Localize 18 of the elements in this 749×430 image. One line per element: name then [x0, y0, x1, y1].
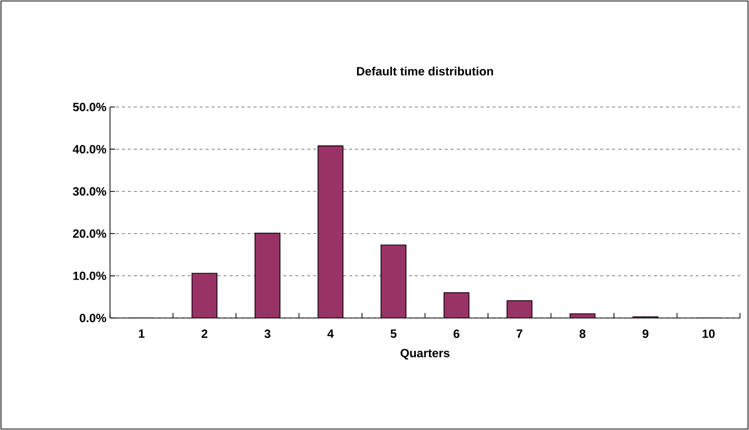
y-tick-label: 0.0% — [80, 314, 106, 322]
y-tick-label: 40.0% — [72, 144, 106, 154]
x-axis-title: Quarters — [400, 348, 450, 360]
y-tick-label: 30.0% — [72, 187, 106, 196]
x-tick-label: 3 — [264, 330, 270, 338]
x-tick-label: 2 — [202, 330, 208, 338]
x-tick-label: 4 — [327, 330, 334, 338]
x-tick-label: 6 — [454, 330, 460, 338]
chart-title: Default time distribution — [357, 66, 494, 76]
x-tick-label: 7 — [516, 330, 522, 338]
x-tick-label: 8 — [580, 330, 586, 338]
x-tick-label: 1 — [138, 330, 144, 338]
y-tick-label: 50.0% — [72, 102, 106, 112]
y-tick-label: 10.0% — [73, 272, 106, 280]
x-tick-label: 5 — [390, 330, 396, 338]
x-tick-label: 9 — [642, 330, 648, 338]
y-tick-label: 20.0% — [73, 229, 106, 238]
x-tick-label: 10 — [702, 330, 715, 338]
